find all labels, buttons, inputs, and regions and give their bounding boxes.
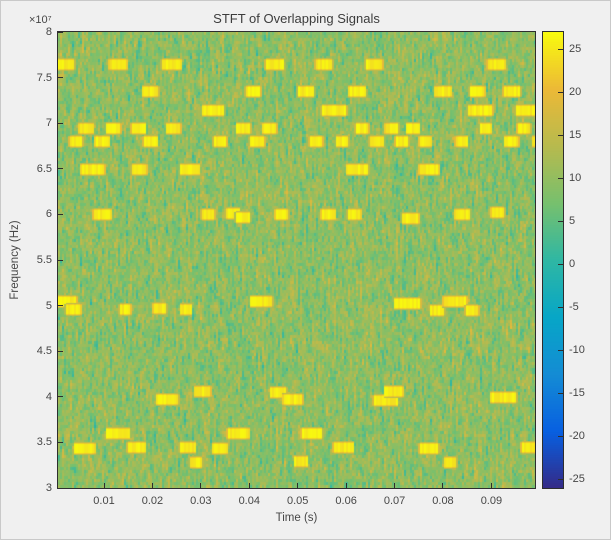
x-tick-label: 0.06 [335,495,357,507]
x-tick-label: 0.05 [286,495,309,507]
x-tick-mark [151,483,153,488]
y-tick-mark [58,305,63,307]
colorbar-tick-mark [558,91,563,93]
x-tick-mark [490,483,492,488]
colorbar-tick-label: 10 [569,172,582,185]
y-tick-mark [58,168,63,170]
x-tick-label: 0.03 [190,495,212,507]
y-tick-label: 6.5 [36,162,52,175]
y-tick-mark [58,213,63,215]
colorbar-gradient [542,31,564,489]
y-tick-label: 3 [45,482,52,494]
x-tick-mark [200,483,202,488]
colorbar-tick-label: 15 [569,129,582,142]
colorbar-tick-label: 5 [569,215,576,228]
colorbar-tick-label: 25 [569,43,582,56]
y-tick-mark [58,487,63,489]
y-tick-label: 7 [45,117,52,130]
y-tick-mark [58,77,63,79]
colorbar-tick-mark [558,220,563,222]
x-tick-mark [103,483,105,488]
x-tick-mark [248,483,250,488]
y-tick-mark [58,350,63,352]
x-tick-label: 0.01 [93,495,115,507]
colorbar-tick-mark [558,392,563,394]
colorbar-tick-label: -20 [569,430,585,443]
y-tick-label: 7.5 [36,71,52,84]
y-tick-label: 5.5 [36,254,52,266]
y-tick-label: 6 [45,208,52,221]
colorbar-tick-mark [558,48,563,50]
x-tick-mark [297,483,299,488]
colorbar-tick-mark [558,478,563,480]
x-tick-label: 0.07 [383,495,406,507]
colorbar-tick-mark [558,263,563,265]
y-tick-label: 8 [45,26,52,38]
colorbar-tick-label: 0 [569,258,576,271]
colorbar-tick-mark [558,306,563,308]
colorbar-tick-mark [558,435,563,437]
spectrogram-heatmap [57,31,536,489]
colorbar-tick-mark [558,177,563,179]
chart-title: STFT of Overlapping Signals [213,11,380,26]
y-tick-label: 5 [45,299,52,312]
colorbar-tick-label: 20 [569,86,582,99]
colorbar-tick-label: -5 [569,301,579,314]
colorbar-tick-mark [558,349,563,351]
x-tick-label: 0.02 [141,495,164,507]
y-tick-mark [58,259,63,261]
y-tick-label: 4.5 [36,345,52,358]
colorbar-tick-label: -25 [569,473,585,486]
y-tick-mark [58,441,63,443]
y-tick-label: 3.5 [36,436,52,449]
colorbar-tick-mark [558,134,563,136]
y-tick-mark [58,122,63,124]
y-tick-label: 4 [45,390,52,403]
colorbar-tick-label: -10 [569,344,585,357]
x-tick-label: 0.08 [432,495,454,507]
y-axis-multiplier: ×10⁷ [29,14,52,26]
colorbar-tick-label: -15 [569,387,585,400]
x-tick-mark [442,483,444,488]
x-tick-label: 0.04 [238,495,260,507]
y-tick-mark [58,396,63,398]
x-tick-mark [345,483,347,488]
x-axis-label: Time (s) [275,512,318,524]
x-tick-mark [394,483,396,488]
x-tick-label: 0.09 [480,495,503,507]
y-tick-mark [58,31,63,33]
